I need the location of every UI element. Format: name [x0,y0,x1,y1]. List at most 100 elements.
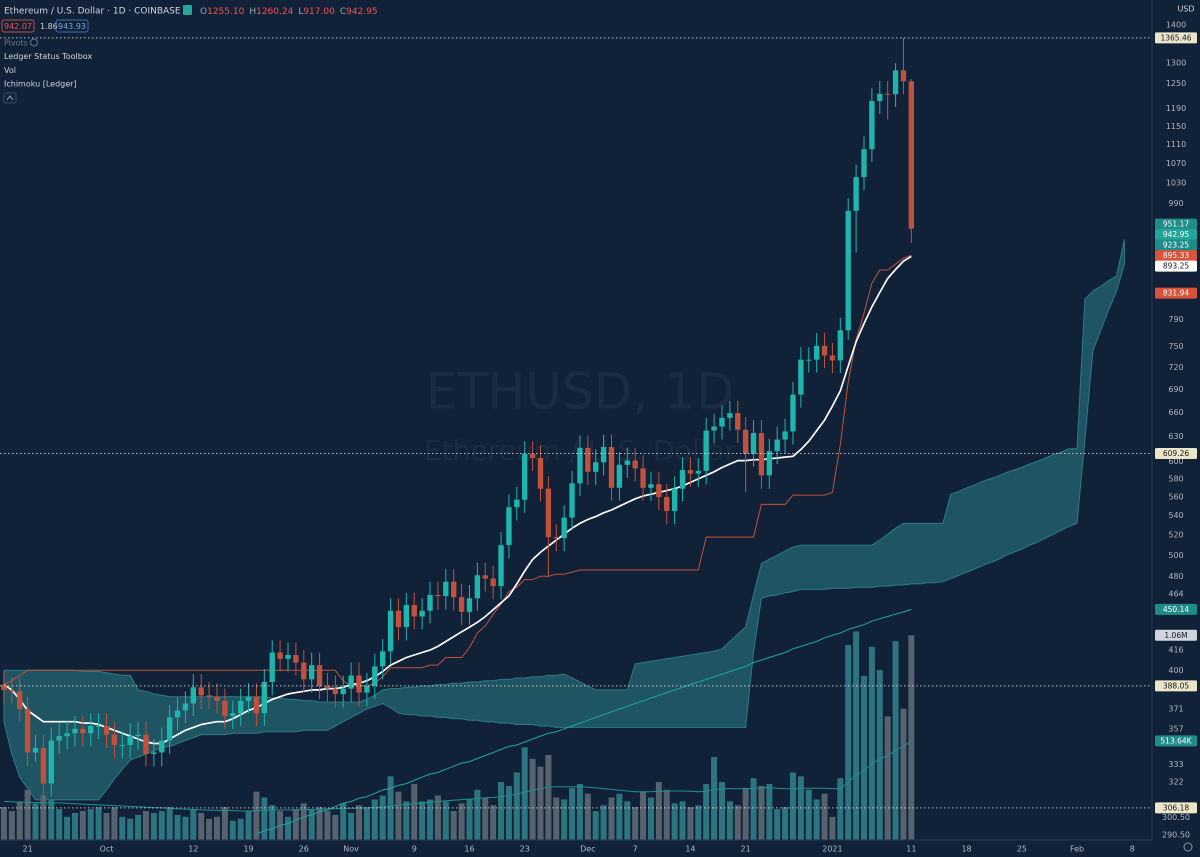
candle-body [593,462,599,472]
volume-bar [379,795,386,840]
candle-body [174,710,181,718]
ohlc-key: C [340,7,346,17]
candle-body [695,470,701,474]
volume-bar [474,789,481,840]
candle-body [537,457,544,489]
collapse-button[interactable] [3,92,17,104]
bid[interactable]: 942.07 [4,22,32,31]
candle-body [600,447,607,463]
volume-bar [900,708,907,840]
x-tick-label: 21 [741,845,751,854]
candle-body [269,652,275,682]
volume-bar [537,766,544,840]
volume-ma-line [3,740,912,812]
x-tick-label: 25 [1017,845,1027,854]
candle-body [237,700,244,714]
candle-body [884,93,891,95]
price-label-box [1155,229,1197,241]
settings-icon[interactable] [1183,842,1193,852]
ask[interactable]: 943.93 [58,22,86,31]
candle-body [364,685,370,693]
ask-box[interactable] [55,19,89,33]
candle-body [821,345,828,356]
candle-body [577,447,583,484]
volume-bar [32,803,39,840]
candle-body [95,725,102,727]
volume-bar [229,820,236,840]
bid-box[interactable] [1,19,35,33]
candle-body [127,736,133,745]
volume-bar [427,799,434,840]
volume-bar [837,778,844,840]
volume-bar [592,811,599,840]
candle-body [166,717,173,741]
y-tick-label: 600 [1168,457,1183,466]
y-tick-label: 500 [1168,551,1183,560]
candle-body [372,666,378,686]
candle-body [742,429,749,454]
candle-body [798,359,804,395]
candle-body [506,507,512,546]
candle-body [482,575,488,579]
y-tick-label: 357 [1168,724,1183,733]
price-label-box [1155,32,1197,44]
volume-bar [892,641,899,840]
axes: 1400130012501190115011101070103099079075… [23,20,1197,854]
candle-body [616,464,623,488]
volume-bar [545,755,552,840]
candle-body [151,752,157,754]
ohlc-value: 1260.24 [256,7,293,17]
volume-bar [213,816,220,840]
candle-body [380,651,386,667]
volume-bar [71,812,78,840]
volume-bar [616,793,623,840]
candle-body [474,575,481,599]
plot-area[interactable] [0,37,1152,840]
candle-body [545,488,552,538]
collapse-arrow[interactable] [6,95,14,101]
candle-body [340,688,346,694]
flag-icon[interactable] [183,5,192,15]
y-tick-label: 1070 [1166,159,1186,168]
candle-body [245,696,252,701]
symbol-title[interactable]: Ethereum / U.S. Dollar · 1D · COINBASE [4,7,181,17]
indicator-line [256,608,912,835]
volume-bar [87,809,94,840]
candle-body [900,70,907,82]
candle-body [9,689,15,692]
candle-body [498,545,504,587]
indicator-name: Ichimoku [Ledger] [4,80,77,89]
volume-bar [655,782,662,840]
x-tick-label: Feb [1070,845,1084,854]
x-tick-label: 23 [520,845,530,854]
price-label-box [1155,250,1197,262]
volume-bar [371,799,378,840]
volume-bar [8,811,15,840]
candle-body [159,740,165,753]
price-label-box [1155,239,1197,251]
volume-bar [553,797,560,840]
volume-bar [505,785,512,840]
volume-bar [766,784,773,840]
visibility-icon[interactable] [30,38,38,47]
candle-body [664,496,670,511]
volume-bar [285,816,291,840]
currency-label[interactable]: USD [1177,5,1194,14]
y-tick-label: 690 [1168,385,1183,394]
volume-bar [624,801,631,840]
candle-body [813,345,820,360]
volume-bar [750,778,757,840]
volume-bar [300,803,307,840]
volume-bar [24,789,31,840]
volume-bar [821,793,828,840]
candle-body [387,610,394,652]
candle-body [458,597,465,612]
candle-body [451,581,457,598]
price-label: 1365.46 [1160,33,1191,42]
candle-body [206,695,212,697]
volume-bar [726,801,733,840]
candle-body [253,696,260,714]
price-label-box [1155,603,1197,615]
candle-body [285,655,291,659]
